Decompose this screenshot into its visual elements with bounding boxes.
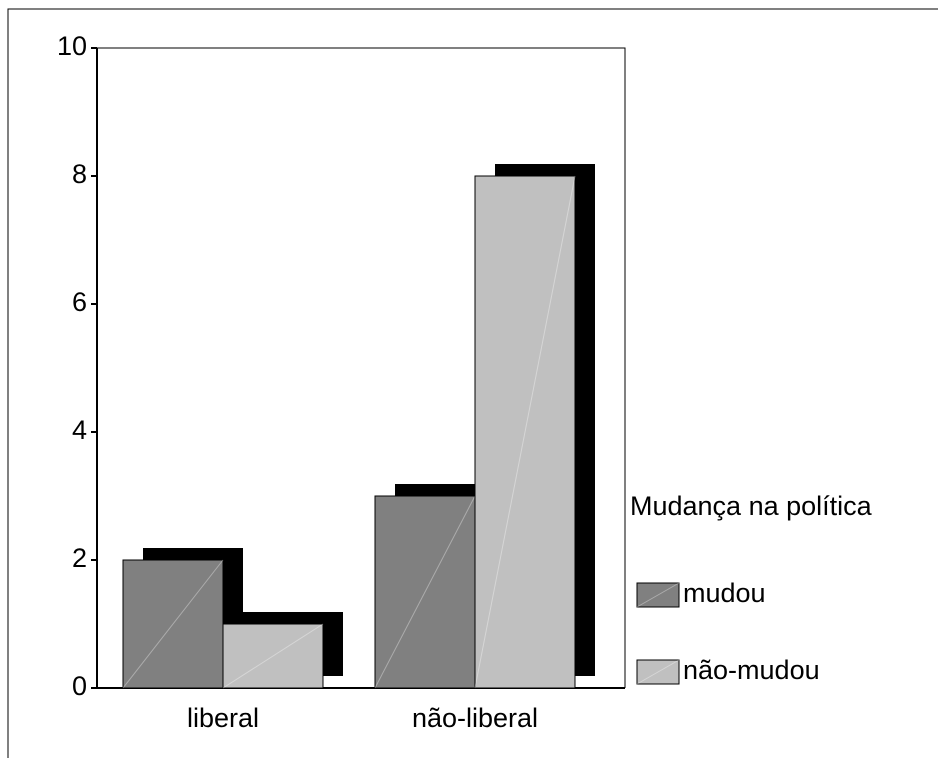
bar xyxy=(474,175,576,689)
legend-label: mudou xyxy=(683,578,766,608)
x-tick-label: liberal xyxy=(187,703,259,733)
legend-swatch xyxy=(636,582,680,608)
legend-swatch xyxy=(636,659,680,685)
legend-label: não-mudou xyxy=(683,655,820,685)
y-tick-label: 2 xyxy=(72,543,87,573)
bar-sheen xyxy=(122,559,224,689)
frame xyxy=(7,8,938,758)
legend-sheen xyxy=(636,659,680,685)
legend-title: Mudança na política xyxy=(630,491,873,521)
y-tick-label: 0 xyxy=(72,671,87,701)
bar-sheen xyxy=(474,175,576,689)
y-tick-label: 8 xyxy=(72,159,87,189)
plot-frame xyxy=(97,47,626,688)
bar-sheen xyxy=(222,623,324,689)
bar xyxy=(222,623,324,689)
y-tick-label: 6 xyxy=(72,287,87,317)
y-tick-label: 10 xyxy=(57,31,87,61)
bar xyxy=(122,559,224,689)
legend-sheen xyxy=(636,582,680,608)
bar-sheen xyxy=(374,495,476,689)
y-tick-label: 4 xyxy=(72,415,87,445)
x-tick-label: não-liberal xyxy=(412,703,538,733)
bar xyxy=(374,495,476,689)
